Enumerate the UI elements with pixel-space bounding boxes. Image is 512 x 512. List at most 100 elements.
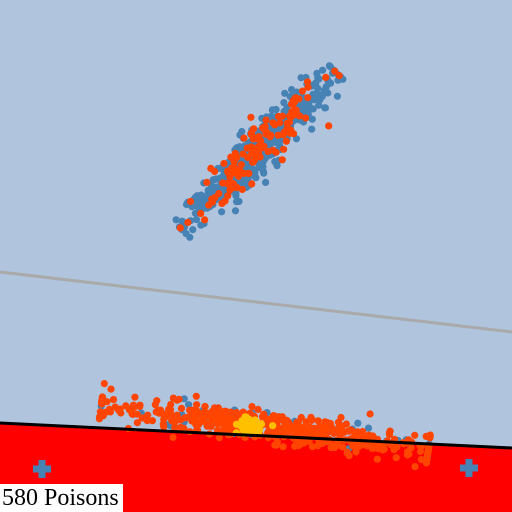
upper-cluster-point <box>211 194 219 202</box>
lower-cluster-point <box>345 427 353 435</box>
lower-cluster-point <box>215 434 223 442</box>
decision-boundary <box>0 421 512 450</box>
lower-cluster-point <box>185 401 193 409</box>
lower-cluster-point <box>369 432 377 440</box>
lower-cluster-point <box>109 396 118 404</box>
upper-cluster-point <box>303 78 312 86</box>
lower-cluster-point <box>143 417 151 425</box>
upper-cluster-point <box>178 217 186 225</box>
upper-cluster-point <box>231 207 240 215</box>
upper-cluster-point <box>286 112 294 120</box>
lower-cluster-point <box>191 409 199 417</box>
lower-cluster-point <box>373 455 381 463</box>
lower-cluster-point <box>359 441 367 449</box>
lower-cluster-point <box>279 443 287 451</box>
upper-cluster-point <box>204 186 212 194</box>
upper-cluster-point <box>203 178 211 186</box>
gray-line <box>0 270 512 334</box>
upper-cluster-point <box>282 137 290 145</box>
upper-cluster-point <box>249 158 257 166</box>
upper-cluster-point <box>176 224 184 232</box>
upper-cluster-point <box>278 112 286 120</box>
upper-cluster-point <box>189 226 197 234</box>
lower-cluster-point <box>207 422 215 430</box>
lower-cluster-point <box>200 414 208 422</box>
upper-cluster-point <box>315 75 323 83</box>
upper-cluster-point <box>278 156 286 164</box>
upper-cluster-point <box>247 113 255 121</box>
lower-cluster-point <box>366 441 374 449</box>
upper-cluster-point <box>259 167 267 176</box>
upper-cluster-point <box>228 164 236 172</box>
upper-cluster-point <box>326 79 335 87</box>
upper-cluster-point <box>281 89 289 97</box>
upper-cluster-point <box>197 209 205 218</box>
plus-marker-right <box>460 459 478 477</box>
lower-cluster-point <box>144 411 152 419</box>
lower-cluster-point <box>136 402 144 410</box>
lower-cluster-point <box>295 438 304 446</box>
lower-cluster-point <box>423 455 431 463</box>
lower-cluster-point <box>269 422 277 430</box>
upper-cluster-point <box>325 122 333 130</box>
upper-cluster-point <box>197 221 205 229</box>
lower-cluster-point <box>291 442 299 450</box>
upper-cluster-point <box>250 125 258 133</box>
lower-cluster-point <box>254 405 262 414</box>
lower-cluster-point <box>133 419 141 427</box>
upper-cluster-point <box>335 72 343 80</box>
lower-cluster-point <box>255 422 263 430</box>
upper-cluster-point <box>220 159 228 168</box>
upper-cluster-point <box>304 94 312 102</box>
upper-cluster-point <box>262 178 270 186</box>
upper-cluster-point <box>296 112 304 120</box>
lower-cluster-point <box>220 412 228 420</box>
upper-cluster-point <box>249 144 257 152</box>
upper-cluster-point <box>269 119 277 127</box>
lower-cluster-point <box>218 419 226 427</box>
upper-cluster-point <box>186 233 194 241</box>
upper-cluster-point <box>248 150 256 158</box>
lower-cluster-point <box>173 396 181 404</box>
lower-cluster-point <box>283 428 291 436</box>
upper-cluster-point <box>224 192 232 200</box>
upper-cluster-point <box>298 87 307 95</box>
upper-cluster-point <box>272 105 280 114</box>
upper-cluster-point <box>221 197 229 205</box>
upper-cluster-point <box>210 176 218 184</box>
lower-cluster-point <box>260 410 268 418</box>
upper-cluster-point <box>235 172 243 180</box>
lower-cluster-point <box>417 456 425 464</box>
lower-cluster-point <box>166 413 174 421</box>
upper-cluster-point <box>331 67 339 75</box>
lower-cluster-point <box>173 413 181 421</box>
lower-cluster-point <box>390 446 398 454</box>
markers-layer <box>33 459 478 478</box>
lower-cluster-point <box>312 429 321 437</box>
upper-cluster-point <box>271 158 279 166</box>
upper-cluster-point <box>194 199 202 207</box>
upper-cluster-point <box>285 118 294 126</box>
lower-cluster-point <box>192 392 200 400</box>
upper-cluster-point <box>184 218 192 226</box>
lower-cluster-point <box>291 425 299 433</box>
lower-cluster-point <box>193 401 201 409</box>
upper-cluster-point <box>304 83 312 91</box>
lower-cluster-point <box>128 410 136 418</box>
upper-cluster-point <box>321 104 329 112</box>
lower-cluster-point <box>248 403 256 411</box>
upper-cluster-point <box>290 98 299 106</box>
lower-cluster-point <box>366 410 374 418</box>
upper-cluster-point <box>326 63 334 71</box>
lower-cluster-point <box>330 444 339 452</box>
lower-cluster-point <box>181 414 189 422</box>
upper-cluster-point <box>191 209 199 217</box>
lower-cluster-point <box>167 400 175 409</box>
upper-cluster-point <box>292 106 300 114</box>
upper-cluster-point <box>302 114 310 122</box>
upper-cluster-point <box>320 86 328 94</box>
lower-cluster-point <box>411 463 419 471</box>
lower-cluster-point <box>227 419 235 427</box>
poison-count-label: 580 Poisons <box>0 484 123 512</box>
upper-cluster-point <box>202 196 210 204</box>
